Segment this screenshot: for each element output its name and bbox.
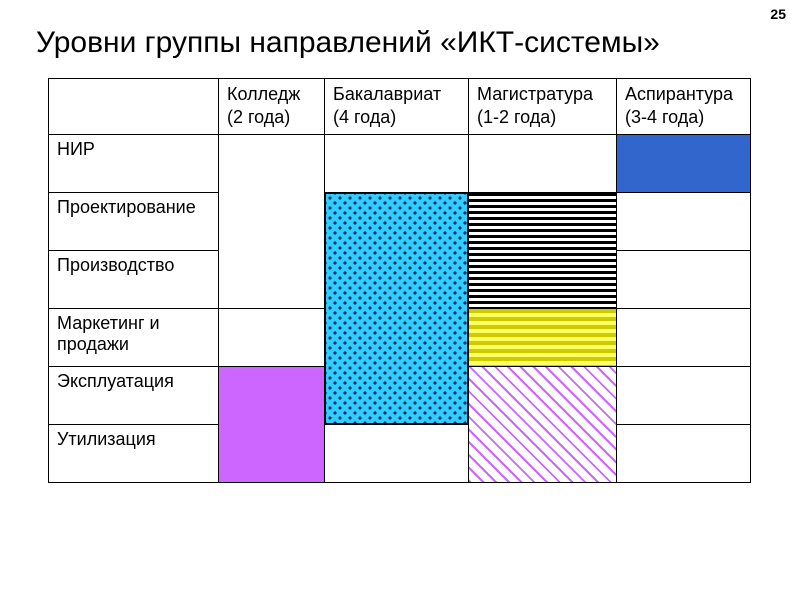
row-label: Проектирование xyxy=(49,193,219,251)
cell xyxy=(219,251,325,309)
cell xyxy=(617,425,751,483)
header-bachelor: Бакалавриат (4 года) xyxy=(325,79,469,135)
header-sublabel: (2 года) xyxy=(227,107,290,127)
header-label: Магистратура xyxy=(477,84,593,104)
header-label: Бакалавриат xyxy=(333,84,441,104)
header-college: Колледж (2 года) xyxy=(219,79,325,135)
cell xyxy=(325,135,469,193)
header-blank xyxy=(49,79,219,135)
row-label: НИР xyxy=(49,135,219,193)
cell xyxy=(219,193,325,251)
header-master: Магистратура (1-2 года) xyxy=(469,79,617,135)
header-sublabel: (4 года) xyxy=(333,107,396,127)
row-label: Эксплуатация xyxy=(49,367,219,425)
header-phd: Аспирантура (3-4 года) xyxy=(617,79,751,135)
slide-title: Уровни группы направлений «ИКТ-системы» xyxy=(36,26,790,60)
header-label: Колледж xyxy=(227,84,300,104)
cell xyxy=(325,425,469,483)
row-label: Производство xyxy=(49,251,219,309)
row-label: Утилизация xyxy=(49,425,219,483)
table-row: Проектирование xyxy=(49,193,751,251)
table-row: НИР xyxy=(49,135,751,193)
cell xyxy=(469,135,617,193)
cell xyxy=(617,193,751,251)
header-label: Аспирантура xyxy=(625,84,733,104)
cell-college-magenta xyxy=(219,367,325,483)
cell-fill-blue xyxy=(617,135,751,193)
slide: 25 Уровни группы направлений «ИКТ-систем… xyxy=(0,0,800,600)
cell xyxy=(219,135,325,193)
header-sublabel: (3-4 года) xyxy=(625,107,704,127)
cell xyxy=(617,251,751,309)
cell xyxy=(219,309,325,367)
table-row: Утилизация xyxy=(49,425,751,483)
page-number: 25 xyxy=(770,6,786,22)
table-header-row: Колледж (2 года) Бакалавриат (4 года) Ма… xyxy=(49,79,751,135)
cell-master-yellow xyxy=(469,309,617,367)
row-label: Маркетинг и продажи xyxy=(49,309,219,367)
cell-master-diag xyxy=(469,367,617,483)
cell-bachelor-block xyxy=(325,193,469,425)
cell xyxy=(617,367,751,425)
table: Колледж (2 года) Бакалавриат (4 года) Ма… xyxy=(48,78,751,483)
cell-master-bw xyxy=(469,193,617,309)
header-sublabel: (1-2 года) xyxy=(477,107,556,127)
cell xyxy=(617,309,751,367)
levels-table: Колледж (2 года) Бакалавриат (4 года) Ма… xyxy=(48,78,750,483)
